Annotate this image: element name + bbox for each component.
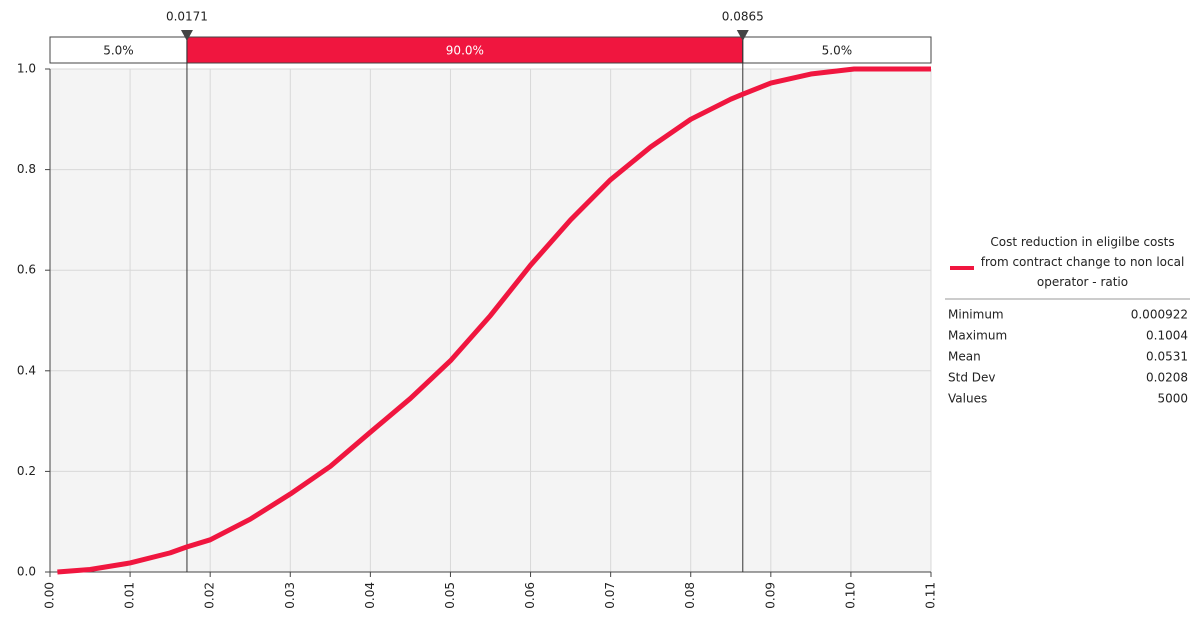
x-tick-label: 0.07	[603, 582, 617, 609]
series-line	[57, 66, 931, 575]
x-tick-label: 0.01	[123, 582, 137, 609]
x-tick-label: 0.03	[283, 582, 297, 609]
stat-value: 0.1004	[1146, 329, 1188, 343]
x-tick-label: 0.02	[203, 582, 217, 609]
x-tick-label: 0.08	[683, 582, 697, 609]
marker-label: 0.0865	[722, 10, 764, 24]
x-tick-label: 0.06	[523, 582, 537, 609]
band-segment	[49, 36, 188, 64]
stat-value: 5000	[1157, 392, 1188, 406]
stat-name: Maximum	[948, 329, 1007, 343]
y-tick-label: 1.0	[17, 62, 36, 76]
legend-label: Cost reduction in eligilbe costs from co…	[980, 235, 1185, 289]
marker-label: 0.0171	[166, 10, 208, 24]
band-label: 5.0%	[822, 44, 853, 58]
marker-triangle	[180, 30, 193, 41]
x-tick-label: 0.10	[843, 582, 857, 609]
y-tick-label: 0.6	[17, 263, 36, 277]
stat-name: Mean	[948, 350, 981, 364]
x-tick-label: 0.09	[763, 582, 777, 609]
x-tick-label: 0.11	[924, 582, 938, 609]
band-label: 90.0%	[446, 44, 484, 58]
band-label: 5.0%	[103, 44, 134, 58]
legend-box: Cost reduction in eligilbe costs from co…	[980, 235, 1185, 289]
x-tick-label: 0.04	[363, 582, 377, 609]
stat-value: 0.0531	[1146, 350, 1188, 364]
band-segment	[742, 36, 932, 64]
stat-name: Minimum	[948, 308, 1004, 322]
stat-value: 0.000922	[1131, 308, 1188, 322]
y-tick-label: 0.8	[17, 162, 36, 176]
y-tick-label: 0.4	[17, 363, 36, 377]
stat-name: Values	[948, 392, 987, 406]
x-tick-label: 0.00	[43, 582, 57, 609]
marker-triangle	[736, 30, 749, 41]
y-tick-label: 0.0	[17, 565, 36, 579]
plot-background	[50, 69, 931, 572]
stat-name: Std Dev	[948, 371, 995, 385]
stat-value: 0.0208	[1146, 371, 1188, 385]
legend-swatch	[950, 266, 974, 270]
y-tick-label: 0.2	[17, 464, 36, 478]
x-tick-label: 0.05	[443, 582, 457, 609]
